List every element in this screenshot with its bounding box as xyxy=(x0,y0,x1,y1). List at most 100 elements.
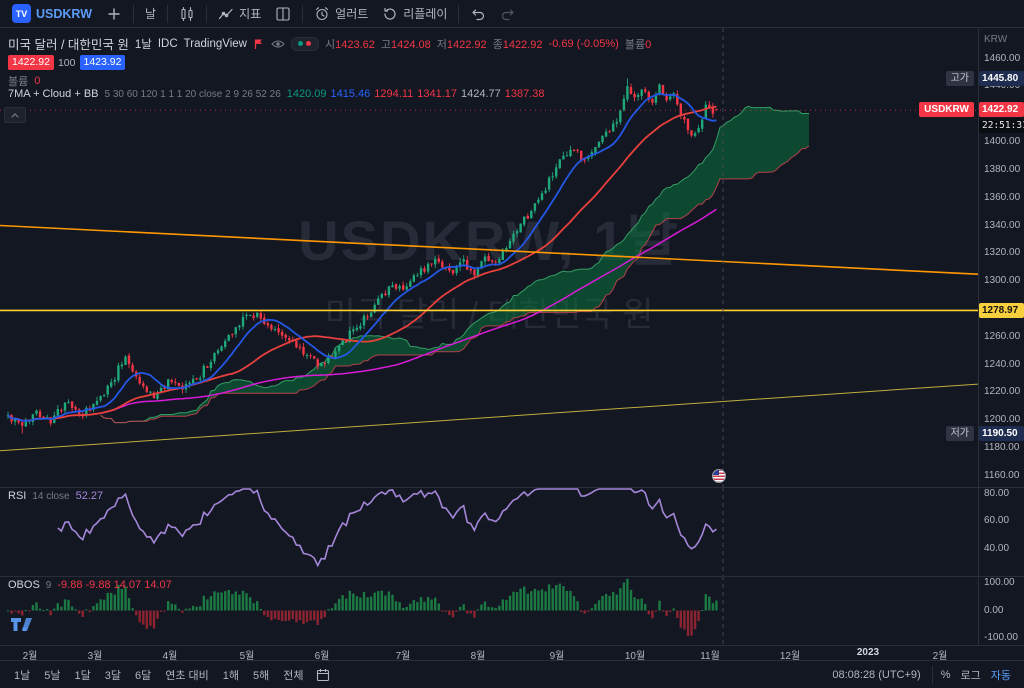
pane-divider xyxy=(0,645,1024,646)
axis-label: 1180.00 xyxy=(984,442,1020,453)
tradingview-watermark-icon[interactable] xyxy=(10,616,40,633)
symbol-legend: 미국 달러 / 대한민국 원 1날 IDC TradingView 시1423.… xyxy=(8,34,651,53)
interval-button[interactable]: 날 xyxy=(139,2,162,25)
rsi-value: 52.27 xyxy=(75,490,104,502)
toolbar-divider xyxy=(931,665,933,684)
indicator-name[interactable]: 7MA + Cloud + BB xyxy=(8,88,99,100)
volume-legend[interactable]: 볼륨 0 xyxy=(8,73,40,89)
time-axis-label: 9월 xyxy=(549,651,565,662)
time-axis-label: 3월 xyxy=(87,651,103,662)
price-axis[interactable]: KRW 1460.001440.001420.001400.001380.001… xyxy=(978,28,1024,660)
open-label: 시 xyxy=(324,38,336,51)
indicator-value: 1341.17 xyxy=(417,88,458,100)
axis-label: 1240.00 xyxy=(984,359,1021,370)
redo-button[interactable] xyxy=(494,3,522,25)
candlestick-icon xyxy=(181,6,193,21)
range-button[interactable]: 1달 xyxy=(74,669,91,682)
legend-brand: TradingView xyxy=(183,37,247,50)
axis-label: 100.00 xyxy=(984,577,1015,588)
time-axis-label: 8월 xyxy=(470,651,486,662)
range-button[interactable]: 1해 xyxy=(222,669,240,682)
high-value: 1424.08 xyxy=(390,38,431,51)
replay-button[interactable]: 리플레이 xyxy=(376,2,453,25)
goto-date-button[interactable] xyxy=(310,665,336,685)
axis-label: 1320.00 xyxy=(984,247,1021,258)
axis-label: 1260.00 xyxy=(984,331,1021,342)
session-clock[interactable]: 08:08:28 (UTC+9) xyxy=(832,668,921,681)
axis-label: 1380.00 xyxy=(984,164,1021,175)
replay-label: 리플레이 xyxy=(403,7,448,21)
percent-scale-button[interactable]: % xyxy=(940,668,951,681)
chevron-up-icon xyxy=(11,112,19,118)
change-value: -0.69 (-0.05%) xyxy=(548,37,619,50)
time-axis-label: 4월 xyxy=(162,651,178,662)
time-axis-label: 2월 xyxy=(22,651,38,662)
time-axis-label: 10월 xyxy=(624,651,646,662)
buy-sell-toggle[interactable] xyxy=(290,36,319,51)
replay-icon xyxy=(384,7,396,20)
range-button[interactable]: 3달 xyxy=(104,669,121,682)
indicator-value: 1387.38 xyxy=(504,88,545,100)
obos-legend[interactable]: OBOS 9 -9.88 -9.88 14.07 14.07 xyxy=(8,579,172,591)
range-button[interactable]: 5해 xyxy=(253,669,270,682)
level-price-tag: 1278.97 xyxy=(979,303,1024,318)
volume-indicator-value: 0 xyxy=(34,75,41,87)
obos-values: -9.88 -9.88 14.07 14.07 xyxy=(57,579,172,591)
axis-label: 1340.00 xyxy=(984,220,1021,231)
interval-label: 날 xyxy=(145,7,157,21)
range-button[interactable]: 5날 xyxy=(44,669,61,682)
symbol-search-button[interactable]: TV USDKRW xyxy=(6,1,98,26)
legend-symbol-title[interactable]: 미국 달러 / 대한민국 원 xyxy=(8,38,129,52)
compare-add-button[interactable] xyxy=(100,3,128,25)
indicator-value: 1420.09 xyxy=(286,88,327,100)
legend-collapse-button[interactable] xyxy=(4,107,26,123)
low-label-chip: 저가 xyxy=(945,426,974,441)
range-button[interactable]: 1날 xyxy=(14,669,31,682)
volume-indicator-label: 볼륨 xyxy=(8,76,29,88)
indicators-icon xyxy=(218,8,233,19)
rsi-pane-canvas[interactable] xyxy=(0,487,978,576)
top-toolbar: TV USDKRW 날 지표 얼러트 리플레이 xyxy=(0,0,1024,28)
obos-params: 9 xyxy=(45,579,52,591)
axis-label: 1460.00 xyxy=(984,53,1021,64)
obos-title[interactable]: OBOS xyxy=(8,579,40,591)
high-price-tag: 1445.80 xyxy=(979,71,1024,86)
alert-button[interactable]: 얼러트 xyxy=(308,2,374,25)
low-price-tag: 1190.50 xyxy=(979,426,1024,441)
legend-interval[interactable]: 1날 xyxy=(134,38,152,51)
overlay-indicator-legend[interactable]: 7MA + Cloud + BB 5 30 60 120 1 1 1 20 cl… xyxy=(8,88,549,100)
red-dot-icon xyxy=(306,41,312,46)
toolbar-divider xyxy=(302,4,304,23)
layout-button[interactable] xyxy=(269,3,297,25)
indicator-value: 1415.46 xyxy=(330,88,371,100)
pane-divider[interactable] xyxy=(0,576,1024,577)
chart-area[interactable]: USDKRW, 1날 미국 달러 / 대한민국 원 KRW 1460.00144… xyxy=(0,28,1024,662)
bar-countdown-tag: 22:51:31 xyxy=(979,118,1024,133)
axis-label: 60.00 xyxy=(984,515,1010,526)
bid-price-box: 1422.92 xyxy=(8,55,54,70)
rsi-title[interactable]: RSI xyxy=(8,490,27,502)
undo-button[interactable] xyxy=(464,3,492,25)
volume-label: 볼륨 xyxy=(624,38,646,51)
range-button[interactable]: 전체 xyxy=(283,669,304,682)
log-scale-button[interactable]: 로그 xyxy=(960,669,981,682)
main-chart-canvas[interactable] xyxy=(0,28,978,487)
ask-price-box: 1423.92 xyxy=(79,55,126,70)
range-button[interactable]: 연초 대비 xyxy=(165,669,209,682)
rsi-legend[interactable]: RSI 14 close 52.27 xyxy=(8,490,103,502)
time-axis-label: 2월 xyxy=(932,651,948,662)
chart-type-button[interactable] xyxy=(173,3,201,25)
flag-icon[interactable] xyxy=(253,38,265,50)
eye-icon[interactable] xyxy=(271,39,285,49)
time-axis[interactable]: 2월 3월 4월 5월 6월 7월 8월 9월 10월 11월 12월 2023 2월 xyxy=(0,645,978,662)
range-button[interactable]: 6달 xyxy=(135,669,152,682)
indicators-button[interactable]: 지표 xyxy=(212,2,267,25)
pane-divider[interactable] xyxy=(0,487,1024,488)
obos-pane-canvas[interactable] xyxy=(0,576,978,645)
axis-label: -100.00 xyxy=(984,632,1018,643)
date-range-buttons: 1날 5날 1달 3달 6달 연초 대비 1해 5해 전체 xyxy=(8,664,310,686)
high-label-chip: 고가 xyxy=(945,71,974,86)
auto-scale-button[interactable]: 자동 xyxy=(990,669,1011,682)
volume-value: 0 xyxy=(645,38,652,51)
axis-unit-label: KRW xyxy=(984,34,1008,45)
